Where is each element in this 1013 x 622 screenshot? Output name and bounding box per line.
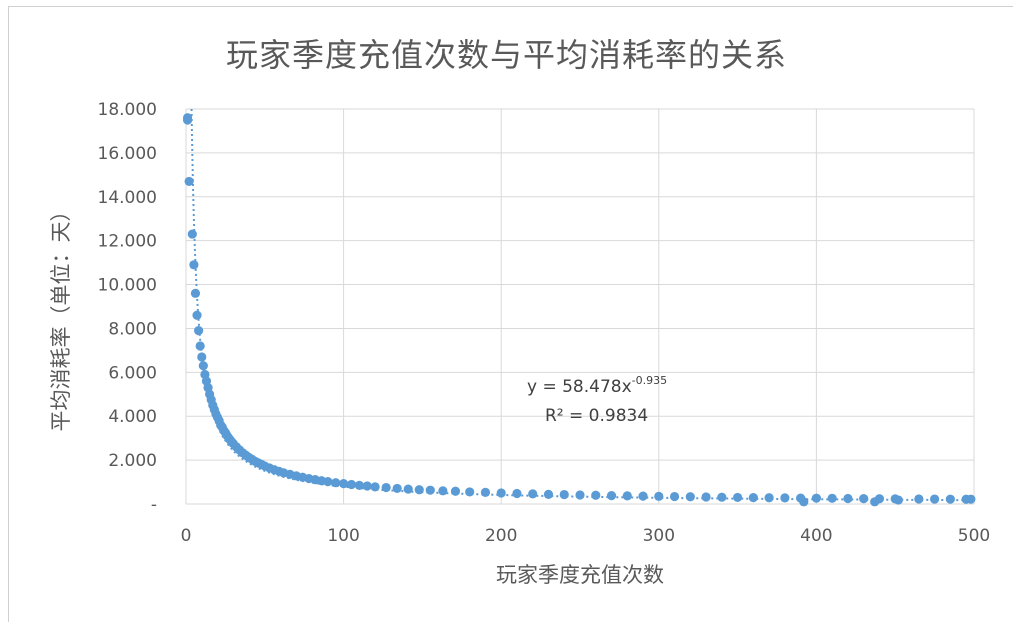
data-point bbox=[870, 497, 880, 507]
data-point bbox=[930, 494, 940, 504]
trendline bbox=[190, 108, 975, 502]
data-point bbox=[425, 485, 435, 495]
grid-lines bbox=[185, 108, 975, 505]
trendline-equation-base: y = 58.478x bbox=[527, 377, 632, 397]
data-point bbox=[197, 352, 207, 362]
tick-labels: - 2.000 4.000 6.000 8.000 10.000 12.000 14.000 1… bbox=[98, 100, 991, 546]
data-point bbox=[859, 494, 869, 504]
x-tick-label: 100 bbox=[327, 526, 359, 546]
data-point bbox=[323, 477, 333, 487]
data-point bbox=[189, 260, 199, 270]
x-tick-label: 400 bbox=[800, 526, 832, 546]
data-point bbox=[195, 341, 205, 351]
data-point bbox=[187, 229, 197, 239]
data-point bbox=[893, 495, 903, 505]
data-point bbox=[559, 489, 569, 500]
data-point bbox=[914, 494, 924, 504]
y-tick-label: 12.000 bbox=[98, 232, 157, 252]
data-point bbox=[414, 485, 424, 495]
data-point bbox=[654, 491, 664, 501]
trendline-equation: y = 58.478x-0.935 bbox=[527, 374, 667, 397]
data-point bbox=[192, 310, 202, 320]
y-tick-label: 2.000 bbox=[108, 451, 157, 471]
y-tick-label: 18.000 bbox=[98, 100, 157, 120]
y-tick-label: 8.000 bbox=[108, 319, 157, 339]
y-tick-label: 10.000 bbox=[98, 276, 157, 296]
data-point bbox=[827, 493, 837, 503]
data-point bbox=[669, 491, 680, 502]
data-point bbox=[339, 478, 349, 489]
trendline-equation-exponent: -0.935 bbox=[632, 374, 667, 387]
data-point bbox=[362, 481, 372, 491]
data-point bbox=[799, 497, 809, 507]
data-point bbox=[354, 480, 364, 490]
data-point bbox=[780, 493, 790, 503]
x-axis-title: 玩家季度充值次数 bbox=[496, 563, 664, 587]
y-tick-label: 16.000 bbox=[98, 144, 157, 164]
data-point bbox=[748, 493, 758, 503]
x-tick-label: 500 bbox=[958, 526, 990, 546]
data-point bbox=[733, 492, 743, 503]
data-point bbox=[543, 489, 554, 499]
data-point bbox=[528, 489, 538, 499]
y-tick-label: 14.000 bbox=[98, 188, 157, 208]
data-point bbox=[843, 493, 853, 504]
data-point bbox=[194, 326, 204, 336]
data-point bbox=[403, 484, 413, 494]
data-point bbox=[496, 488, 506, 498]
data-point bbox=[764, 493, 774, 503]
data-point bbox=[638, 491, 648, 501]
data-point bbox=[717, 492, 727, 502]
data-point bbox=[346, 479, 357, 490]
data-point bbox=[182, 115, 193, 125]
data-point bbox=[392, 483, 402, 494]
data-point bbox=[622, 491, 632, 501]
data-point bbox=[198, 361, 208, 371]
y-tick-label: 4.000 bbox=[108, 407, 157, 427]
x-tick-label: 0 bbox=[181, 526, 192, 546]
data-point bbox=[450, 486, 461, 496]
data-point bbox=[480, 487, 491, 497]
data-point bbox=[438, 486, 448, 496]
data-point bbox=[370, 482, 380, 492]
scatter-points bbox=[182, 113, 976, 507]
data-point bbox=[591, 490, 601, 500]
chart-frame bbox=[8, 6, 1013, 622]
data-point bbox=[606, 491, 617, 501]
data-point bbox=[184, 176, 194, 187]
data-point bbox=[811, 493, 822, 503]
data-point bbox=[701, 492, 711, 502]
x-tick-label: 300 bbox=[643, 526, 675, 546]
data-point bbox=[512, 488, 522, 499]
data-point bbox=[966, 494, 976, 504]
data-point bbox=[575, 490, 585, 500]
x-tick-label: 200 bbox=[485, 526, 517, 546]
y-tick-label: 6.000 bbox=[108, 363, 157, 383]
chart-title: 玩家季度充值次数与平均消耗率的关系 bbox=[225, 36, 787, 74]
data-point bbox=[331, 478, 341, 488]
data-point bbox=[465, 487, 475, 497]
data-point bbox=[945, 494, 955, 504]
trendline-r-squared: R² = 0.9834 bbox=[545, 406, 648, 426]
data-point bbox=[190, 288, 201, 298]
y-tick-label: - bbox=[151, 495, 157, 515]
data-point bbox=[685, 492, 695, 502]
data-point bbox=[381, 482, 391, 493]
y-axis-title: 平均消耗率（单位：天） bbox=[49, 201, 73, 432]
trendline-layer bbox=[190, 108, 975, 502]
